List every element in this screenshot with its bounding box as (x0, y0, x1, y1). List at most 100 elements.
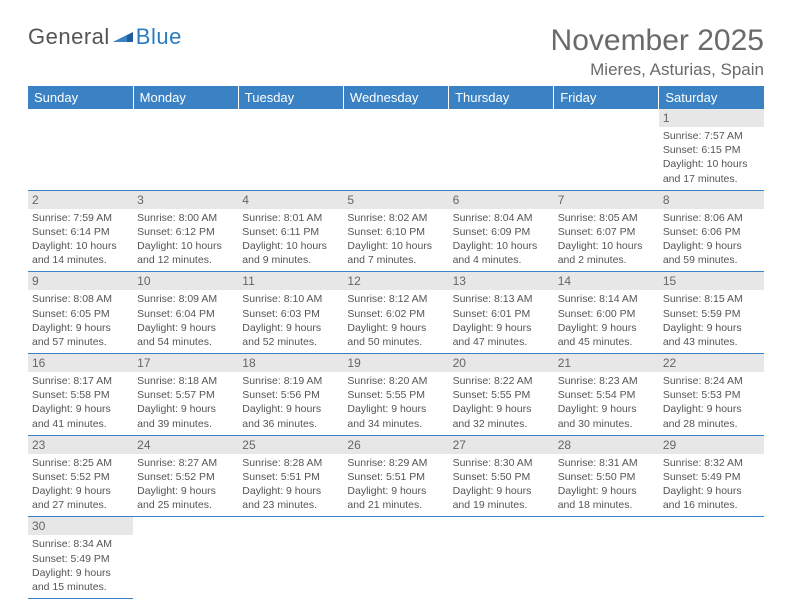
sunrise-text: Sunrise: 8:29 AM (347, 456, 444, 470)
daylight-text: Daylight: 9 hours (32, 402, 129, 416)
day-data-row: Sunrise: 7:57 AMSunset: 6:15 PMDaylight:… (28, 127, 764, 190)
daylight-text: Daylight: 9 hours (137, 321, 234, 335)
daylight-text: Daylight: 9 hours (453, 321, 550, 335)
daylight-text: and 15 minutes. (32, 580, 129, 594)
daylight-text: and 47 minutes. (453, 335, 550, 349)
day-number-cell: 8 (659, 190, 764, 209)
calendar-body: 1Sunrise: 7:57 AMSunset: 6:15 PMDaylight… (28, 109, 764, 599)
weekday-header-row: SundayMondayTuesdayWednesdayThursdayFrid… (28, 86, 764, 109)
day-number-row: 1 (28, 109, 764, 127)
day-number-cell: 15 (659, 272, 764, 291)
day-number-cell: 4 (238, 190, 343, 209)
daylight-text: and 21 minutes. (347, 498, 444, 512)
sunrise-text: Sunrise: 8:17 AM (32, 374, 129, 388)
day-data-cell: Sunrise: 8:02 AMSunset: 6:10 PMDaylight:… (343, 209, 448, 272)
daylight-text: Daylight: 10 hours (242, 239, 339, 253)
daylight-text: Daylight: 9 hours (453, 484, 550, 498)
daylight-text: and 12 minutes. (137, 253, 234, 267)
day-data-cell: Sunrise: 8:34 AMSunset: 5:49 PMDaylight:… (28, 535, 133, 598)
day-number-cell (659, 517, 764, 536)
daylight-text: Daylight: 9 hours (663, 402, 760, 416)
sunrise-text: Sunrise: 8:27 AM (137, 456, 234, 470)
day-data-cell: Sunrise: 8:05 AMSunset: 6:07 PMDaylight:… (554, 209, 659, 272)
logo-flag-icon (111, 28, 135, 46)
day-data-cell: Sunrise: 8:01 AMSunset: 6:11 PMDaylight:… (238, 209, 343, 272)
day-data-cell: Sunrise: 8:09 AMSunset: 6:04 PMDaylight:… (133, 290, 238, 353)
sunset-text: Sunset: 5:57 PM (137, 388, 234, 402)
day-data-cell: Sunrise: 8:06 AMSunset: 6:06 PMDaylight:… (659, 209, 764, 272)
sunset-text: Sunset: 6:09 PM (453, 225, 550, 239)
daylight-text: Daylight: 9 hours (558, 321, 655, 335)
weekday-header: Sunday (28, 86, 133, 109)
sunset-text: Sunset: 5:51 PM (242, 470, 339, 484)
daylight-text: and 32 minutes. (453, 417, 550, 431)
daylight-text: and 52 minutes. (242, 335, 339, 349)
sunset-text: Sunset: 5:50 PM (453, 470, 550, 484)
daylight-text: and 43 minutes. (663, 335, 760, 349)
day-data-cell: Sunrise: 8:08 AMSunset: 6:05 PMDaylight:… (28, 290, 133, 353)
day-data-cell: Sunrise: 8:23 AMSunset: 5:54 PMDaylight:… (554, 372, 659, 435)
day-data-cell: Sunrise: 8:32 AMSunset: 5:49 PMDaylight:… (659, 454, 764, 517)
daylight-text: and 57 minutes. (32, 335, 129, 349)
daylight-text: and 30 minutes. (558, 417, 655, 431)
day-number-cell: 28 (554, 435, 659, 454)
day-number-cell: 13 (449, 272, 554, 291)
sunset-text: Sunset: 5:49 PM (32, 552, 129, 566)
day-number-cell (449, 109, 554, 127)
sunrise-text: Sunrise: 8:04 AM (453, 211, 550, 225)
day-number-row: 9101112131415 (28, 272, 764, 291)
day-number-cell: 3 (133, 190, 238, 209)
day-number-cell (343, 517, 448, 536)
daylight-text: Daylight: 9 hours (453, 402, 550, 416)
daylight-text: and 45 minutes. (558, 335, 655, 349)
daylight-text: and 2 minutes. (558, 253, 655, 267)
day-data-cell: Sunrise: 8:18 AMSunset: 5:57 PMDaylight:… (133, 372, 238, 435)
day-data-cell: Sunrise: 8:22 AMSunset: 5:55 PMDaylight:… (449, 372, 554, 435)
day-number-cell: 19 (343, 354, 448, 373)
sunrise-text: Sunrise: 8:28 AM (242, 456, 339, 470)
month-title: November 2025 (551, 24, 764, 58)
sunrise-text: Sunrise: 8:09 AM (137, 292, 234, 306)
day-data-cell: Sunrise: 8:14 AMSunset: 6:00 PMDaylight:… (554, 290, 659, 353)
day-number-cell (238, 109, 343, 127)
day-data-cell: Sunrise: 8:29 AMSunset: 5:51 PMDaylight:… (343, 454, 448, 517)
day-data-cell (28, 127, 133, 190)
day-number-cell: 20 (449, 354, 554, 373)
day-data-row: Sunrise: 8:17 AMSunset: 5:58 PMDaylight:… (28, 372, 764, 435)
day-number-row: 16171819202122 (28, 354, 764, 373)
day-data-cell (554, 127, 659, 190)
day-data-cell: Sunrise: 7:57 AMSunset: 6:15 PMDaylight:… (659, 127, 764, 190)
sunset-text: Sunset: 5:53 PM (663, 388, 760, 402)
daylight-text: Daylight: 10 hours (558, 239, 655, 253)
sunrise-text: Sunrise: 7:59 AM (32, 211, 129, 225)
day-data-cell: Sunrise: 8:13 AMSunset: 6:01 PMDaylight:… (449, 290, 554, 353)
sunset-text: Sunset: 5:50 PM (558, 470, 655, 484)
day-number-cell: 29 (659, 435, 764, 454)
daylight-text: and 54 minutes. (137, 335, 234, 349)
daylight-text: and 36 minutes. (242, 417, 339, 431)
daylight-text: and 18 minutes. (558, 498, 655, 512)
daylight-text: and 16 minutes. (663, 498, 760, 512)
sunset-text: Sunset: 5:55 PM (347, 388, 444, 402)
sunset-text: Sunset: 6:06 PM (663, 225, 760, 239)
sunrise-text: Sunrise: 8:00 AM (137, 211, 234, 225)
daylight-text: and 27 minutes. (32, 498, 129, 512)
day-number-cell: 18 (238, 354, 343, 373)
daylight-text: Daylight: 9 hours (347, 484, 444, 498)
sunrise-text: Sunrise: 8:08 AM (32, 292, 129, 306)
daylight-text: Daylight: 9 hours (242, 484, 339, 498)
day-data-cell (449, 535, 554, 598)
day-data-row: Sunrise: 7:59 AMSunset: 6:14 PM Daylight:… (28, 209, 764, 272)
sunrise-text: Sunrise: 8:10 AM (242, 292, 339, 306)
day-data-cell (343, 535, 448, 598)
sunset-text: Sunset: 6:10 PM (347, 225, 444, 239)
day-data-cell (659, 535, 764, 598)
sunrise-text: Sunrise: 8:34 AM (32, 537, 129, 551)
day-data-cell: Sunrise: 8:10 AMSunset: 6:03 PMDaylight:… (238, 290, 343, 353)
day-number-cell: 11 (238, 272, 343, 291)
sunset-text: Sunset: 6:14 PM (32, 225, 129, 239)
sunset-text: Sunset: 5:58 PM (32, 388, 129, 402)
sunset-text: Sunset: 6:01 PM (453, 307, 550, 321)
day-number-cell: 9 (28, 272, 133, 291)
sunrise-text: Sunrise: 8:20 AM (347, 374, 444, 388)
